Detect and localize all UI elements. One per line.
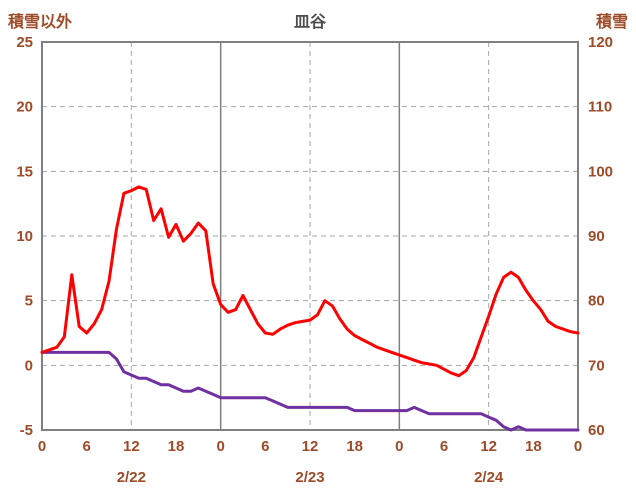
left-axis-tick-label: 25 (16, 34, 33, 51)
right-axis-title: 積雪 (595, 14, 628, 31)
x-axis-hour-label: 12 (123, 438, 140, 455)
x-axis-hour-label: 0 (216, 438, 224, 455)
x-axis-hour-label: 0 (395, 438, 403, 455)
x-axis-hour-label: 0 (574, 438, 582, 455)
x-axis-hour-label: 18 (168, 438, 185, 455)
right-axis-tick-label: 120 (588, 34, 613, 51)
x-axis-hour-label: 12 (302, 438, 319, 455)
x-axis-hour-label: 6 (440, 438, 448, 455)
right-axis-tick-label: 100 (588, 163, 613, 180)
left-axis-tick-label: 0 (25, 357, 33, 374)
x-axis-date-label: 2/24 (474, 469, 504, 486)
right-axis-tick-label: 110 (588, 99, 612, 116)
right-axis-tick-label: 60 (588, 422, 605, 439)
left-axis-tick-label: 10 (16, 228, 33, 245)
x-axis-hour-label: 18 (525, 438, 542, 455)
right-axis-tick-label: 80 (588, 293, 605, 310)
right-axis-tick-label: 70 (588, 357, 605, 374)
x-axis-hour-label: 0 (38, 438, 46, 455)
chart-title: 皿谷 (293, 14, 326, 31)
left-axis-tick-label: 5 (25, 293, 33, 310)
plot-border (41, 41, 579, 431)
x-axis-date-label: 2/23 (295, 469, 324, 486)
snow-depth-line (40, 350, 580, 432)
left-axis-tick-label: 15 (16, 163, 33, 180)
x-axis-date-label: 2/22 (117, 469, 146, 486)
temperature-line (40, 185, 580, 378)
left-axis-title: 積雪以外 (8, 14, 73, 31)
x-axis-hour-label: 6 (82, 438, 90, 455)
x-axis-hour-label: 6 (261, 438, 269, 455)
left-axis-tick-label: -5 (20, 422, 33, 439)
x-axis-hour-label: 18 (346, 438, 363, 455)
left-axis-tick-label: 20 (16, 99, 33, 116)
x-axis-hour-label: 12 (480, 438, 497, 455)
right-axis-tick-label: 90 (588, 228, 605, 245)
